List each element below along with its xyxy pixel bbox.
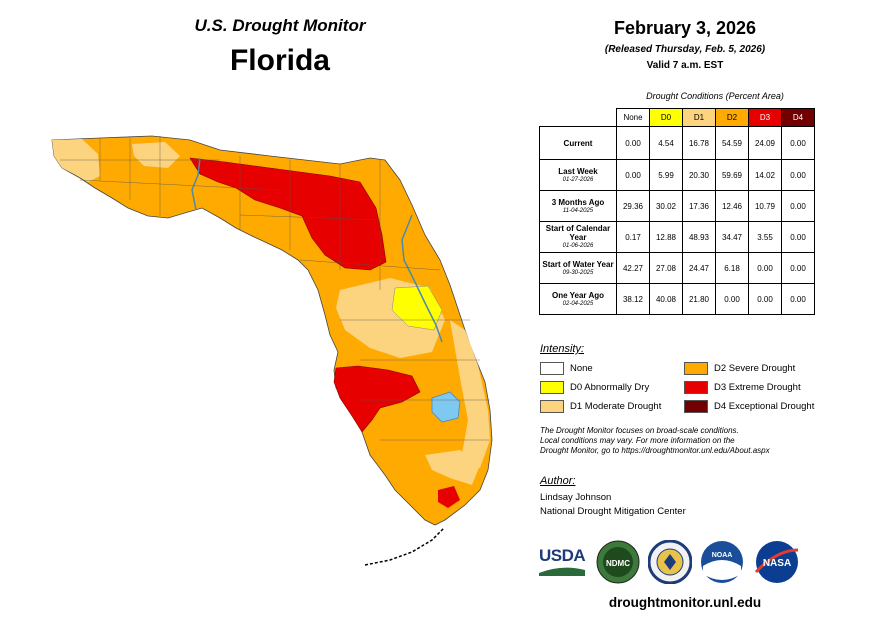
col-d0: D0: [649, 108, 683, 127]
row-label: Current: [539, 126, 617, 160]
legend-swatch: [540, 400, 564, 413]
commerce-seal-icon: [648, 540, 692, 584]
legend-item-d0: D0 Abnormally Dry: [540, 381, 649, 394]
drought-note: The Drought Monitor focuses on broad-sca…: [540, 426, 770, 455]
d3-west-coast: [333, 365, 421, 433]
st-johns-river: [401, 214, 443, 343]
footer-url[interactable]: droughtmonitor.unl.edu: [608, 595, 762, 610]
lake-okeechobee: [431, 391, 461, 423]
author-org: National Drought Mitigation Center: [540, 506, 686, 517]
author-heading: Author:: [540, 475, 576, 487]
florida-drought-map: [51, 135, 493, 566]
d1-east-coast: [450, 320, 490, 468]
legend-item-d1: D1 Moderate Drought: [540, 400, 661, 413]
ndmc-logo: NDMC: [596, 540, 640, 584]
col-d3: D3: [748, 108, 782, 127]
col-d4: D4: [781, 108, 815, 127]
drought-conditions-table: None D0 D1 D2 D3 D4 Current 0.00 4.54 16…: [539, 108, 815, 315]
legend-heading: Intensity:: [540, 343, 585, 355]
row-label: Start of Calendar Year 01-06-2026: [539, 221, 617, 253]
legend-item-d3: D3 Extreme Drought: [684, 381, 801, 394]
legend-item-none: None: [540, 362, 593, 375]
county-lines: [60, 136, 490, 441]
d1-panhandle-west: [52, 139, 100, 182]
usda-logo: USDA: [539, 546, 586, 576]
svg-text:NASA: NASA: [763, 558, 791, 569]
table-header-row: None D0 D1 D2 D3 D4: [540, 108, 815, 127]
table-caption: Drought Conditions (Percent Area): [646, 91, 784, 101]
legend-swatch: [684, 400, 708, 413]
legend-swatch: [684, 362, 708, 375]
valid-time: Valid 7 a.m. EST: [646, 60, 724, 71]
legend-swatch: [540, 362, 564, 375]
table-row: Start of Water Year 09-30-2025 42.27 27.0…: [539, 252, 815, 284]
legend-item-d2: D2 Severe Drought: [684, 362, 795, 375]
d3-south: [438, 486, 460, 508]
d1-panhandle-center: [132, 142, 180, 168]
col-d2: D2: [715, 108, 749, 127]
row-label: Start of Water Year 09-30-2025: [539, 252, 617, 284]
table-row: One Year Ago 02-04-2025 38.12 40.08 21.80…: [539, 283, 815, 315]
nasa-logo: NASA: [754, 541, 799, 583]
legend-item-d4: D4 Exceptional Drought: [684, 400, 814, 413]
map-date: February 3, 2026: [613, 18, 757, 38]
svg-text:NOAA: NOAA: [712, 552, 733, 559]
apalachicola-river: [191, 157, 201, 211]
d0-central: [391, 285, 443, 331]
row-label: Last Week 01-27-2026: [539, 159, 617, 191]
table-row: Current 0.00 4.54 16.78 54.59 24.09 0.00: [539, 126, 815, 160]
row-label: 3 Months Ago 11-04-2025: [539, 190, 617, 222]
row-label: One Year Ago 02-04-2025: [539, 283, 617, 315]
state-title: Florida: [229, 44, 330, 77]
author-name: Lindsay Johnson: [540, 492, 612, 503]
noaa-logo: NOAA: [701, 541, 743, 583]
florida-outline: [51, 135, 493, 526]
usda-swoosh-icon: [539, 567, 585, 576]
col-none: None: [616, 108, 650, 127]
monitor-title: U.S. Drought Monitor: [194, 16, 366, 35]
table-row: Last Week 01-27-2026 0.00 5.99 20.30 59.6…: [539, 159, 815, 191]
legend-swatch: [684, 381, 708, 394]
col-d1: D1: [682, 108, 716, 127]
table-row: 3 Months Ago 11-04-2025 29.36 30.02 17.36…: [539, 190, 815, 222]
release-date: (Released Thursday, Feb. 5, 2026): [604, 44, 766, 55]
table-row: Start of Calendar Year 01-06-2026 0.17 12…: [539, 221, 815, 253]
florida-keys: [364, 527, 445, 566]
svg-text:NDMC: NDMC: [606, 559, 630, 568]
legend-swatch: [540, 381, 564, 394]
d1-south: [425, 450, 480, 485]
